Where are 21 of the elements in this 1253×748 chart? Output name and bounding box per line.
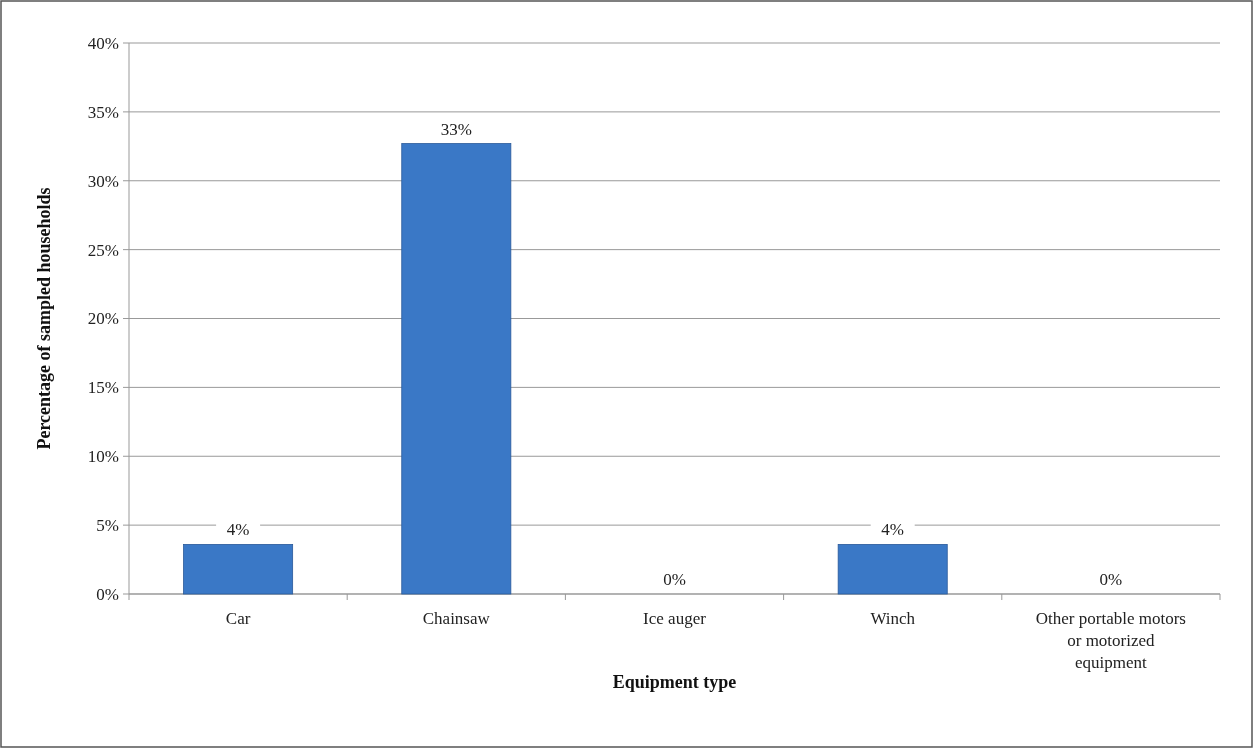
y-tick-label: 5% [96,516,119,536]
x-tick-label: Ice auger [643,609,707,628]
y-tick-label: 30% [87,171,119,191]
x-tick-label: Car [225,609,251,628]
data-label: 0% [1099,570,1123,589]
y-axis-title: Percentage of sampled households [34,187,54,450]
data-label: 0% [663,570,686,589]
y-tick-label: 25% [87,240,119,260]
data-label: 33% [440,119,472,139]
x-axis-title: Equipment type [612,672,737,692]
y-tick-label: 15% [87,378,119,398]
x-tick-label: Chainsaw [422,609,491,628]
x-tick-label: Other portable motors or motorized equipment [1035,609,1186,672]
data-label: 4% [881,520,905,540]
y-tick-label: 20% [87,309,119,329]
y-tick-label: 10% [87,447,119,467]
data-label: 4% [226,520,250,540]
y-tick-label: 40% [87,33,119,53]
y-tick-label: 35% [87,102,119,122]
x-tick-label: Winch [870,609,916,628]
y-tick-label: 0% [96,584,119,604]
